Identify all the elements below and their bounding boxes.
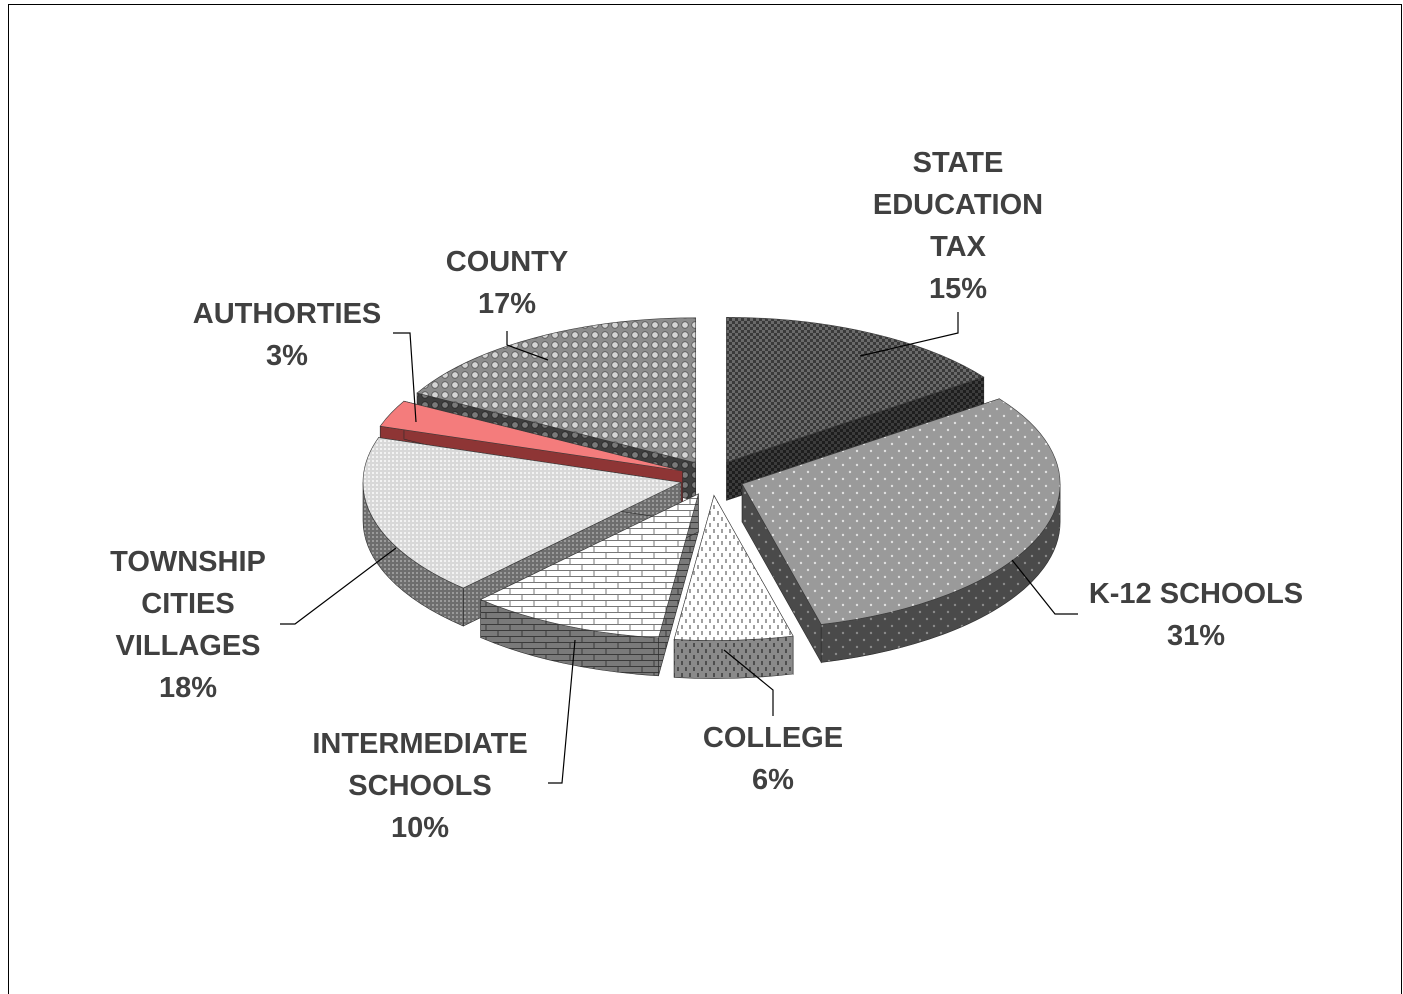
data-label-2: K-12 SCHOOLS 31% [1089, 578, 1303, 652]
data-label-text: CITIES [141, 588, 234, 620]
leader-line-1 [859, 312, 959, 357]
slice-4-top [479, 493, 699, 639]
data-label-text: EDUCATION [873, 189, 1043, 221]
data-label-percent: 31% [1167, 620, 1225, 652]
data-label-text: TOWNSHIP [110, 546, 266, 578]
slice-6-top [379, 400, 683, 472]
leader-line-6 [393, 332, 417, 423]
data-label-text: COLLEGE [703, 722, 843, 754]
pie-slices [362, 317, 1061, 679]
data-label-7: COUNTY 17% [446, 246, 568, 320]
data-label-percent: 18% [159, 672, 217, 704]
data-label-percent: 3% [266, 340, 308, 372]
slice-2-top [741, 398, 1061, 625]
data-label-percent: 17% [478, 288, 536, 320]
data-label-percent: 15% [929, 273, 987, 305]
leader-line-4 [548, 639, 576, 784]
data-label-text: K-12 SCHOOLS [1089, 578, 1303, 610]
leader-line-3 [723, 649, 774, 716]
slice-3-top [673, 494, 794, 641]
data-label-5: TOWNSHIP CITIES VILLAGES 18% [110, 546, 266, 704]
slice-4 [479, 493, 699, 677]
leader-line-2 [1011, 559, 1078, 615]
data-label-3: COLLEGE 6% [703, 722, 843, 796]
chart-frame [8, 4, 1402, 994]
data-label-text: SCHOOLS [348, 770, 491, 802]
slice-7-top [416, 317, 697, 464]
data-label-text: AUTHORTIES [193, 298, 382, 330]
data-label-percent: 6% [752, 764, 794, 796]
slice-5-top [362, 437, 683, 589]
data-label-text: STATE [913, 147, 1004, 179]
data-label-text: COUNTY [446, 246, 568, 278]
leader-lines [280, 312, 1078, 784]
slice-1-top [726, 317, 985, 463]
slice-2 [741, 398, 1061, 664]
leader-line-7 [506, 331, 549, 361]
data-label-text: TAX [930, 231, 987, 263]
data-label-1: STATE EDUCATION TAX 15% [873, 147, 1043, 305]
slice-5 [362, 437, 683, 627]
data-label-6: AUTHORTIES 3% [193, 298, 382, 372]
data-label-text: INTERMEDIATE [312, 728, 527, 760]
data-labels: STATE EDUCATION TAX 15% K-12 SCHOOLS 31% COLLE… [110, 147, 1303, 844]
leader-line-5 [280, 547, 397, 625]
data-label-4: INTERMEDIATE SCHOOLS 10% [312, 728, 527, 844]
data-label-percent: 10% [391, 812, 449, 844]
data-label-text: VILLAGES [115, 630, 260, 662]
slice-3 [673, 494, 794, 679]
